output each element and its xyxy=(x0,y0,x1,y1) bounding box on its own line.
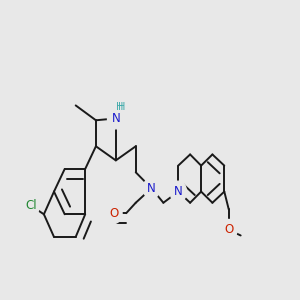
Text: Cl: Cl xyxy=(25,199,37,212)
Text: N: N xyxy=(111,112,120,125)
Circle shape xyxy=(23,195,39,216)
Circle shape xyxy=(105,203,122,224)
Text: N: N xyxy=(147,182,156,195)
Circle shape xyxy=(143,178,160,199)
Text: N: N xyxy=(174,185,183,198)
Circle shape xyxy=(107,97,124,118)
Text: H: H xyxy=(116,102,123,112)
Circle shape xyxy=(170,181,187,202)
Circle shape xyxy=(107,108,124,129)
Circle shape xyxy=(220,220,237,240)
Text: O: O xyxy=(224,224,233,236)
Text: O: O xyxy=(109,207,119,220)
Text: H: H xyxy=(118,102,126,112)
